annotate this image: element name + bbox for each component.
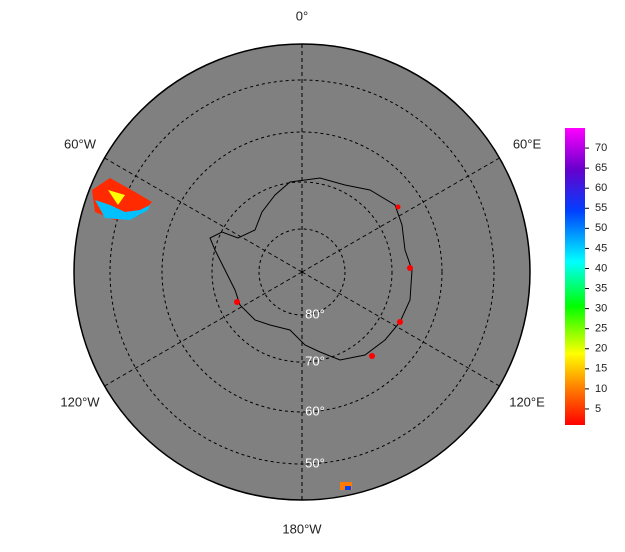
lon-label: 0°: [296, 8, 308, 23]
lon-label: 120°E: [509, 394, 545, 409]
meridian: [301, 271, 500, 387]
meridian: [104, 271, 303, 387]
lon-label: 180°W: [282, 521, 322, 536]
lat-label: 50°: [305, 455, 325, 470]
colorbar-label: 35: [595, 282, 607, 294]
colorbar-label: 40: [595, 262, 607, 274]
colorbar-label: 20: [595, 343, 607, 355]
lat-ring: [161, 131, 443, 413]
colorbar-label: 45: [595, 242, 607, 254]
colorbar-label: 5: [595, 403, 601, 415]
colorbar-label: 15: [595, 363, 607, 375]
lat-ring: [211, 181, 393, 363]
colorbar-label: 70: [595, 142, 607, 154]
lon-label: 60°W: [64, 136, 97, 151]
colorbar-label: 25: [595, 323, 607, 335]
lon-label: 120°W: [60, 394, 100, 409]
colorbar-label: 60: [595, 182, 607, 194]
colorbar-label: 50: [595, 222, 607, 234]
lat-label: 80°: [305, 306, 325, 321]
lat-label: 70°: [305, 353, 325, 368]
colorbar: [565, 128, 585, 425]
colorbar-label: 10: [595, 383, 607, 395]
meridian: [104, 157, 303, 273]
meridian: [301, 157, 500, 273]
lat-label: 60°: [305, 403, 325, 418]
colorbar-label: 30: [595, 303, 607, 315]
colorbar-label: 65: [595, 162, 607, 174]
continent-outline: [209, 177, 413, 361]
colorbar-label: 55: [595, 202, 607, 214]
lon-label: 60°E: [513, 136, 542, 151]
data-patches: [92, 178, 413, 490]
